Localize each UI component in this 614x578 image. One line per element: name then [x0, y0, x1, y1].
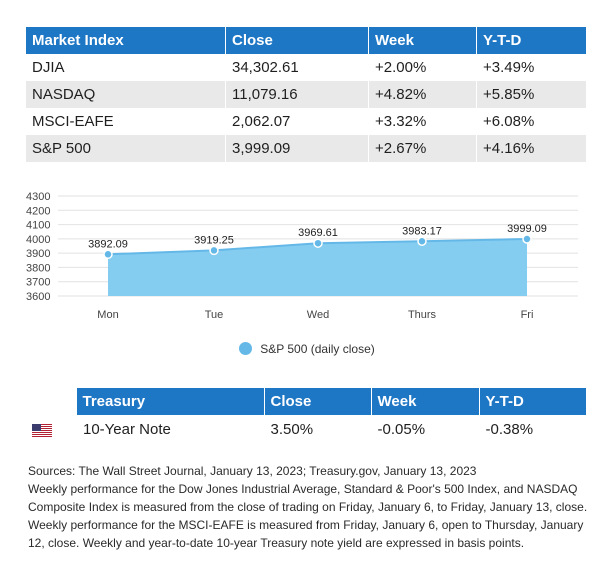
data-point — [417, 236, 427, 247]
x-tick-label: Wed — [307, 309, 329, 321]
y-tick-label: 4200 — [26, 205, 50, 217]
header-ytd: Y-T-D — [476, 27, 586, 54]
header-treasury: Treasury — [76, 388, 265, 415]
table-row: DJIA 34,302.61 +2.00% +3.49% — [26, 54, 586, 81]
index-week: +2.00% — [368, 54, 477, 81]
chart-legend: S&P 500 (daily close) — [0, 341, 614, 356]
y-tick-label: 3900 — [26, 248, 50, 260]
footnotes: Sources: The Wall Street Journal, Januar… — [28, 462, 598, 552]
y-tick-label: 4300 — [26, 191, 50, 203]
data-point — [103, 249, 113, 260]
legend-swatch — [239, 342, 253, 356]
treasury-close: 3.50% — [264, 415, 372, 444]
treasury-table: Treasury Close Week Y-T-D 10-Year Note — [26, 388, 586, 444]
index-name: NASDAQ — [26, 81, 226, 108]
header-ytd: Y-T-D — [479, 388, 586, 415]
data-point — [522, 234, 532, 244]
x-tick-label: Tue — [205, 309, 224, 321]
index-name: DJIA — [26, 54, 226, 81]
methodology-note: Weekly performance for the Dow Jones Ind… — [28, 482, 588, 550]
table-row: 10-Year Note 3.50% -0.05% -0.38% — [26, 415, 586, 444]
x-tick-label: Mon — [97, 309, 118, 321]
treasury-ytd: -0.38% — [479, 415, 586, 444]
data-label: 3892.09 — [88, 238, 128, 250]
index-week: +4.82% — [368, 81, 477, 108]
index-week: +2.67% — [368, 135, 477, 162]
sp500-area-chart: 3600 3700 3800 3900 4000 4100 4200 4300 3892.09… — [26, 191, 578, 321]
y-tick-label: 4100 — [26, 220, 50, 232]
index-close: 34,302.61 — [225, 54, 369, 81]
sources-note: Sources: The Wall Street Journal, Januar… — [28, 464, 477, 478]
y-tick-label: 3800 — [26, 262, 50, 274]
treasury-label: 10-Year Note — [76, 415, 265, 444]
index-ytd: +6.08% — [476, 108, 586, 135]
y-tick-label: 3700 — [26, 277, 50, 289]
y-tick-label: 3600 — [26, 291, 50, 303]
index-name: S&P 500 — [26, 135, 226, 162]
chart-points-layer — [103, 234, 532, 260]
market-index-table: Market Index Close Week Y-T-D DJIA 34,30… — [26, 27, 586, 162]
x-tick-label: Thurs — [408, 309, 437, 321]
chart-data-labels: 3892.09 3919.25 3969.61 3983.17 3999.09 — [88, 223, 547, 250]
data-label: 3983.17 — [402, 225, 442, 237]
y-axis-ticks: 3600 3700 3800 3900 4000 4100 4200 4300 — [26, 191, 50, 303]
header-market-index: Market Index — [26, 27, 226, 54]
header-close: Close — [225, 27, 369, 54]
y-tick-label: 4000 — [26, 234, 50, 246]
table-row: NASDAQ 11,079.16 +4.82% +5.85% — [26, 81, 586, 108]
us-flag-icon — [32, 423, 52, 437]
x-axis-ticks: Mon Tue Wed Thurs Fri — [97, 309, 533, 321]
data-point — [313, 238, 323, 248]
market-table-header-row: Market Index Close Week Y-T-D — [26, 27, 586, 54]
index-close: 11,079.16 — [225, 81, 369, 108]
index-ytd: +3.49% — [476, 54, 586, 81]
data-point — [209, 245, 219, 256]
data-label: 3969.61 — [298, 227, 338, 239]
legend-label: S&P 500 (daily close) — [260, 341, 375, 356]
flag-cell — [26, 415, 77, 444]
data-label: 3999.09 — [507, 223, 547, 235]
index-close: 2,062.07 — [225, 108, 369, 135]
index-ytd: +5.85% — [476, 81, 586, 108]
header-week: Week — [368, 27, 477, 54]
header-week: Week — [371, 388, 480, 415]
index-ytd: +4.16% — [476, 135, 586, 162]
index-week: +3.32% — [368, 108, 477, 135]
table-row: S&P 500 3,999.09 +2.67% +4.16% — [26, 135, 586, 162]
table-row: MSCI-EAFE 2,062.07 +3.32% +6.08% — [26, 108, 586, 135]
data-label: 3919.25 — [194, 234, 234, 246]
index-close: 3,999.09 — [225, 135, 369, 162]
x-tick-label: Fri — [521, 309, 534, 321]
treasury-week: -0.05% — [371, 415, 480, 444]
header-flag-blank — [26, 388, 77, 415]
index-name: MSCI-EAFE — [26, 108, 226, 135]
header-close: Close — [264, 388, 372, 415]
treasury-table-header-row: Treasury Close Week Y-T-D — [26, 388, 586, 415]
